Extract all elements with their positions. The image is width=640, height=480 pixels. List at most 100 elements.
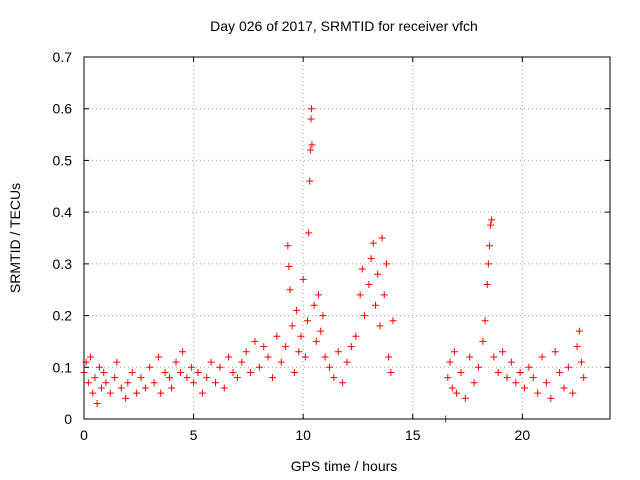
data-point [128,368,136,376]
x-tick-label: 5 [190,427,198,443]
data-point [260,343,268,351]
data-point [389,317,397,325]
data-point [494,368,502,376]
data-point [284,242,292,250]
data-point [273,332,281,340]
data-point [382,260,390,268]
y-tick-label: 0.6 [53,101,73,117]
data-point [255,363,263,371]
data-point [534,389,542,397]
data-point [361,312,369,320]
data-point [538,353,546,361]
data-point [367,255,375,263]
plot-frame [83,56,611,420]
data-point [251,337,259,345]
data-point [155,353,163,361]
data-point [356,291,364,299]
data-point [448,384,456,392]
data-point [387,368,395,376]
data-point [312,337,320,345]
data-point [308,141,316,149]
data-point [319,312,327,320]
y-tick-label: 0.2 [53,308,73,324]
data-point [380,291,388,299]
data-point [347,343,355,351]
data-point [268,374,276,382]
data-point [297,332,305,340]
x-tick-label: 0 [80,427,88,443]
data-point [521,384,529,392]
y-axis-label: SRMTID / TECUs [7,183,23,293]
data-point [529,374,537,382]
data-point [487,221,495,229]
data-point [369,239,377,247]
data-point [87,353,95,361]
data-point [203,374,211,382]
chart-title: Day 026 of 2017, SRMTID for receiver vfc… [210,18,478,34]
grid-lines [84,57,610,419]
data-point [93,399,101,407]
data-point [288,322,296,330]
data-point [304,317,312,325]
data-point [247,368,255,376]
data-point [525,363,533,371]
y-tick-label: 0.5 [53,152,73,168]
data-point [578,358,586,366]
data-point [286,286,294,294]
data-point [556,368,564,376]
data-point [307,115,315,123]
data-point [371,301,379,309]
y-tick-label: 0.3 [53,256,73,272]
data-point [293,306,301,314]
data-point [352,332,360,340]
data-point [330,374,338,382]
data-point [301,353,309,361]
data-point [133,389,141,397]
data-point [198,389,206,397]
data-point [220,384,228,392]
data-point [317,327,325,335]
data-point [507,358,515,366]
data-point [485,242,493,250]
data-point [385,353,393,361]
data-point [150,379,158,387]
y-tick-label: 0 [64,411,72,427]
data-point [483,281,491,289]
data-point [470,379,478,387]
data-point [358,265,366,273]
data-point [165,374,173,382]
data-point [475,363,482,371]
data-point [542,379,550,387]
x-tick-label: 15 [405,427,421,443]
data-point [212,379,219,387]
data-point [339,379,347,387]
data-point [310,301,318,309]
data-point [378,234,386,242]
data-point [190,379,198,387]
axis-ticks: 0 5 10 15 20 0 0.1 0.2 0.3 0.4 0.5 0.6 0.7 [53,49,610,443]
data-point [117,384,125,392]
data-point [113,358,121,366]
data-point [98,384,106,392]
data-point [187,363,195,371]
data-point [481,317,489,325]
data-point [299,275,307,283]
data-point [321,353,329,361]
data-point [490,353,498,361]
data-point [216,363,224,371]
data-point [141,384,149,392]
y-tick-label: 0.7 [53,49,73,65]
data-point [374,270,382,278]
data-point [295,348,303,356]
data-points [80,105,588,423]
data-point [176,368,184,376]
data-point [242,348,250,356]
y-tick-label: 0.1 [53,359,73,375]
data-point [343,358,351,366]
y-tick-label: 0.4 [53,204,73,220]
data-point [376,322,384,330]
data-point [264,353,272,361]
data-point [512,379,520,387]
data-point [575,327,583,335]
